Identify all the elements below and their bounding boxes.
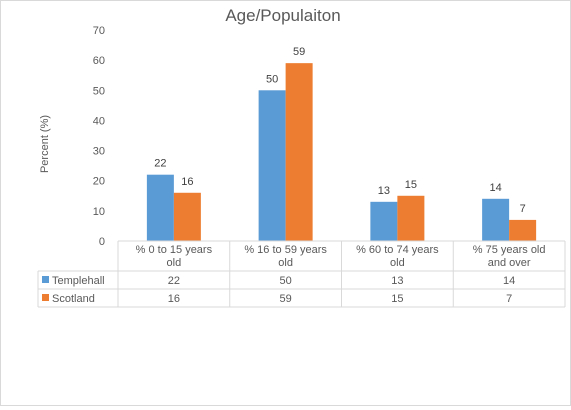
y-tick-label: 10 [93, 206, 105, 218]
data-label: 22 [154, 158, 166, 170]
bar [258, 90, 286, 242]
category-label: % 0 to 15 years old [136, 244, 213, 269]
data-label: 15 [405, 179, 417, 191]
plot-area: 0 10 20 30 40 50 60 70 22 50 13 14 16 59 15 7 [93, 25, 537, 248]
table-cell-value: 59 [280, 293, 292, 305]
data-label: 16 [181, 176, 193, 188]
table-cell-value: 14 [503, 275, 515, 287]
y-tick-label: 20 [93, 176, 105, 188]
table-cell-value: 13 [391, 275, 403, 287]
bar [370, 201, 398, 241]
chart-title: Age/Populaiton [225, 6, 340, 25]
table-cell-value: 16 [168, 293, 180, 305]
y-tick-label: 70 [93, 25, 105, 37]
y-tick-label: 30 [93, 146, 105, 158]
table-cell-value: 22 [168, 275, 180, 287]
legend-label: Scotland [52, 293, 95, 305]
data-label: 59 [293, 46, 305, 58]
category-label: % 60 to 74 years old [356, 244, 439, 269]
bar [285, 63, 313, 242]
data-label: 13 [378, 185, 390, 197]
table-cell-value: 50 [280, 275, 292, 287]
data-label: 7 [520, 203, 526, 215]
y-tick-label: 0 [99, 236, 105, 248]
y-tick-label: 60 [93, 55, 105, 67]
category-label: % 16 to 59 years old [244, 244, 327, 269]
data-label: 14 [490, 182, 502, 194]
table-cell-value: 7 [506, 293, 512, 305]
data-table: % 0 to 15 years old % 16 to 59 years old % 6… [37, 240, 566, 308]
bar [397, 195, 425, 241]
y-tick-label: 50 [93, 85, 105, 97]
legend-label: Templehall [52, 275, 105, 287]
y-axis-label: Percent (%) [39, 115, 51, 173]
bar [482, 198, 510, 241]
data-label: 50 [266, 73, 278, 85]
legend-key [42, 276, 49, 283]
category-label: % 75 years old and over [473, 244, 546, 269]
legend-key [42, 294, 49, 301]
bar [173, 192, 201, 241]
bar [509, 219, 537, 241]
y-tick-label: 40 [93, 115, 105, 127]
table-cell-value: 15 [391, 293, 403, 305]
bar [146, 174, 174, 241]
